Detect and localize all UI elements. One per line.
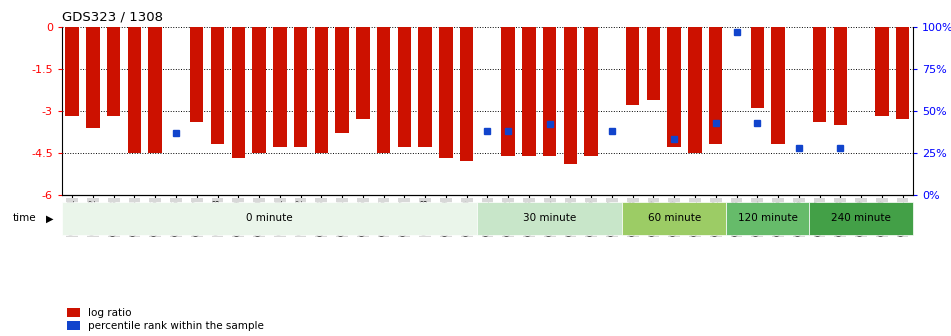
Bar: [668, 27, 681, 147]
Bar: [622, 202, 727, 235]
Bar: [211, 27, 224, 144]
Bar: [62, 202, 477, 235]
Bar: [522, 27, 535, 156]
Bar: [480, 27, 495, 28]
Bar: [398, 27, 411, 147]
Bar: [148, 27, 162, 153]
Bar: [896, 27, 909, 119]
Text: 240 minute: 240 minute: [831, 213, 891, 223]
Bar: [647, 27, 660, 100]
Bar: [727, 202, 809, 235]
Bar: [127, 27, 141, 153]
Bar: [834, 27, 847, 125]
Text: time: time: [12, 213, 36, 223]
Bar: [418, 27, 432, 147]
Bar: [854, 27, 868, 28]
Bar: [809, 202, 913, 235]
Bar: [605, 27, 619, 28]
Bar: [66, 27, 79, 117]
Bar: [813, 27, 826, 122]
Bar: [771, 27, 785, 144]
Bar: [273, 27, 286, 147]
Text: 30 minute: 30 minute: [523, 213, 576, 223]
Bar: [709, 27, 723, 144]
Bar: [439, 27, 453, 159]
Bar: [377, 27, 390, 153]
Bar: [294, 27, 307, 147]
Bar: [626, 27, 639, 105]
Text: GDS323 / 1308: GDS323 / 1308: [62, 10, 163, 23]
Text: 60 minute: 60 minute: [648, 213, 701, 223]
Bar: [477, 202, 622, 235]
Bar: [689, 27, 702, 153]
Bar: [107, 27, 121, 117]
Bar: [460, 27, 474, 161]
Bar: [501, 27, 514, 156]
Legend: log ratio, percentile rank within the sample: log ratio, percentile rank within the sa…: [67, 308, 263, 331]
Bar: [169, 27, 183, 28]
Bar: [564, 27, 577, 164]
Bar: [729, 27, 744, 28]
Bar: [356, 27, 370, 119]
Bar: [190, 27, 204, 122]
Bar: [87, 27, 100, 128]
Bar: [875, 27, 888, 117]
Text: 0 minute: 0 minute: [246, 213, 293, 223]
Bar: [315, 27, 328, 153]
Bar: [252, 27, 265, 153]
Bar: [336, 27, 349, 133]
Bar: [750, 27, 764, 108]
Bar: [792, 27, 805, 28]
Bar: [585, 27, 598, 156]
Text: 120 minute: 120 minute: [738, 213, 798, 223]
Bar: [231, 27, 245, 159]
Text: ▶: ▶: [46, 213, 53, 223]
Bar: [543, 27, 556, 156]
